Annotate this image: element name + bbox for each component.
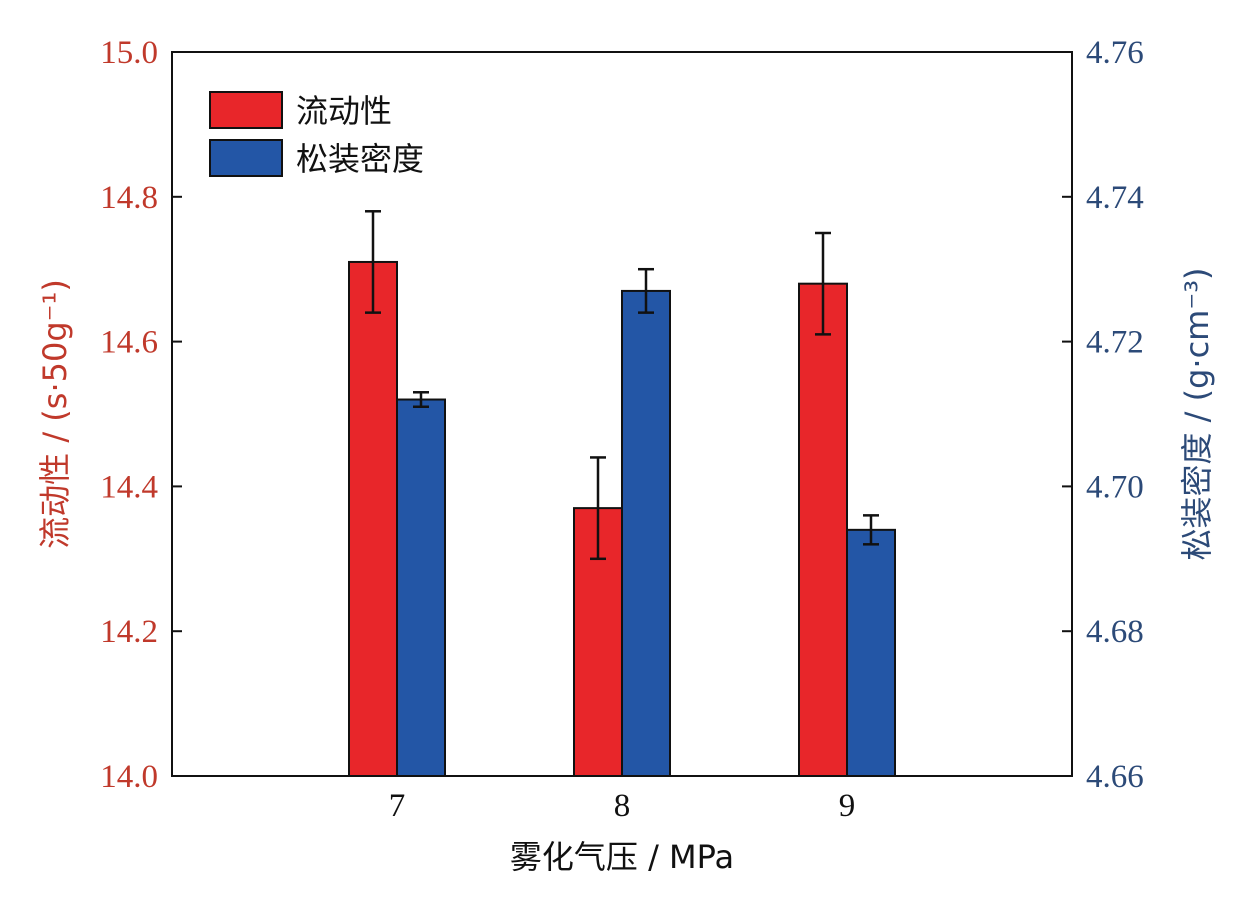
legend-swatch-flowability bbox=[209, 91, 283, 129]
y-left-tick-label: 15.0 bbox=[100, 35, 158, 71]
legend-label-flowability: 流动性 bbox=[296, 92, 392, 130]
y-right-tick-label: 4.70 bbox=[1086, 469, 1144, 505]
y-left-tick-label: 14.2 bbox=[100, 614, 158, 650]
y-right-tick-label: 4.72 bbox=[1086, 325, 1144, 361]
bar-flowability bbox=[348, 260, 398, 777]
legend: 流动性 松装密度 bbox=[209, 91, 424, 178]
bar-bulk-density bbox=[621, 289, 671, 777]
y-right-tick-label: 4.76 bbox=[1086, 35, 1144, 71]
y-left-tick-label: 14.0 bbox=[100, 759, 158, 795]
bars-layer bbox=[348, 210, 896, 778]
y-right-tick-label: 4.68 bbox=[1086, 614, 1144, 650]
x-tick-label: 9 bbox=[839, 788, 856, 824]
x-tick-label: 7 bbox=[389, 788, 406, 824]
y-axis-right-title: 松装密度 / (g·cm⁻³) bbox=[1178, 267, 1216, 560]
y-left-tick-label: 14.8 bbox=[100, 180, 158, 216]
legend-label-bulk-density: 松装密度 bbox=[296, 140, 424, 178]
bar-bulk-density bbox=[396, 398, 446, 777]
x-tick-label: 8 bbox=[614, 788, 631, 824]
legend-swatch-bulk-density bbox=[209, 139, 283, 177]
axes-layer: 14.0 14.2 14.4 14.6 14.8 15.0 4.66 4.68 4.70 4.72… bbox=[100, 35, 1144, 824]
x-axis-title: 雾化气压 / MPa bbox=[510, 838, 734, 876]
y-left-tick-label: 14.6 bbox=[100, 325, 158, 361]
y-axis-left-title: 流动性 / (s·50g⁻¹) bbox=[36, 279, 74, 549]
bar-bulk-density bbox=[846, 528, 896, 778]
bar-flowability bbox=[798, 282, 848, 777]
y-left-tick-label: 14.4 bbox=[100, 469, 158, 505]
y-right-tick-label: 4.74 bbox=[1086, 180, 1144, 216]
y-right-tick-label: 4.66 bbox=[1086, 759, 1144, 795]
